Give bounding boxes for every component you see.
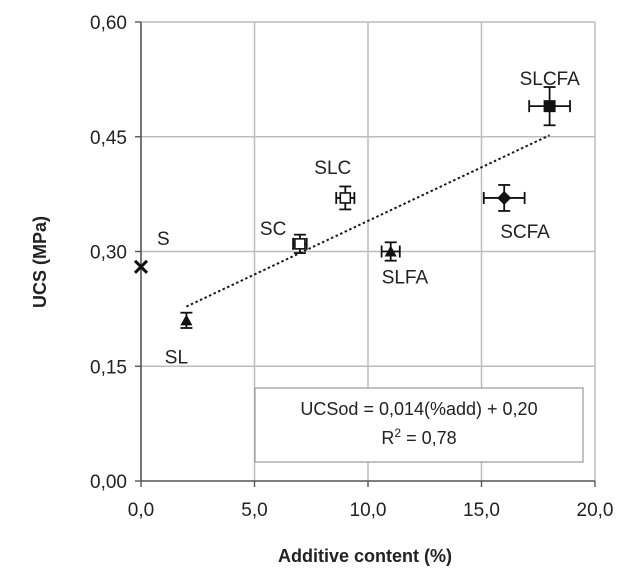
r-squared-text: R2 = 0,78	[381, 426, 456, 448]
x-axis-label: Additive content (%)	[278, 546, 452, 566]
point-slfa	[380, 241, 401, 262]
y-tick-label: 0,00	[90, 472, 127, 493]
y-tick-label: 0,15	[90, 357, 127, 378]
label-slcfa: SLCFA	[520, 69, 581, 90]
open-square-marker	[294, 238, 306, 250]
point-sl	[180, 311, 193, 329]
y-tick-label: 0,45	[90, 128, 127, 149]
label-slc: SLC	[314, 158, 351, 179]
grid	[141, 21, 596, 481]
trendline	[185, 134, 551, 308]
label-sl: SL	[165, 347, 188, 368]
point-sc	[292, 233, 308, 254]
x-marker	[133, 259, 149, 274]
plot-frame	[135, 21, 596, 487]
y-tick-label: 0,60	[90, 13, 127, 34]
x-tick-label: 5,0	[241, 500, 267, 521]
diamond-marker	[497, 190, 512, 205]
open-square-marker	[339, 192, 352, 204]
x-tick-labels: 0,0 5,0 10,0 15,0 20,0	[128, 500, 614, 521]
x-tick-label: 10,0	[350, 500, 387, 521]
point-slcfa	[528, 86, 571, 127]
data-points	[133, 86, 571, 329]
triangle-marker	[180, 314, 193, 326]
label-slfa: SLFA	[382, 268, 429, 289]
y-axis-label: UCS (MPa)	[30, 216, 50, 308]
equation-box: UCSod = 0,014(%add) + 0,20 R2 = 0,78	[254, 387, 584, 463]
x-tick-label: 0,0	[128, 500, 154, 521]
label-s: S	[157, 229, 170, 250]
label-sc: SC	[260, 219, 286, 240]
point-scfa	[482, 184, 526, 212]
x-tick-label: 15,0	[463, 500, 500, 521]
y-tick-labels: 0,00 0,15 0,30 0,45 0,60	[90, 13, 127, 493]
trendline-path	[185, 134, 551, 308]
point-slc	[335, 185, 356, 211]
point-labels: S SL SC SLC SLFA SCFA SLCFA	[157, 69, 580, 368]
label-scfa: SCFA	[500, 222, 550, 243]
equation-text: UCSod = 0,014(%add) + 0,20	[300, 399, 537, 419]
y-tick-label: 0,30	[90, 243, 127, 264]
x-tick-label: 20,0	[577, 500, 614, 521]
triangle-marker	[384, 245, 397, 257]
point-s	[133, 259, 149, 274]
filled-square-marker	[543, 100, 556, 113]
